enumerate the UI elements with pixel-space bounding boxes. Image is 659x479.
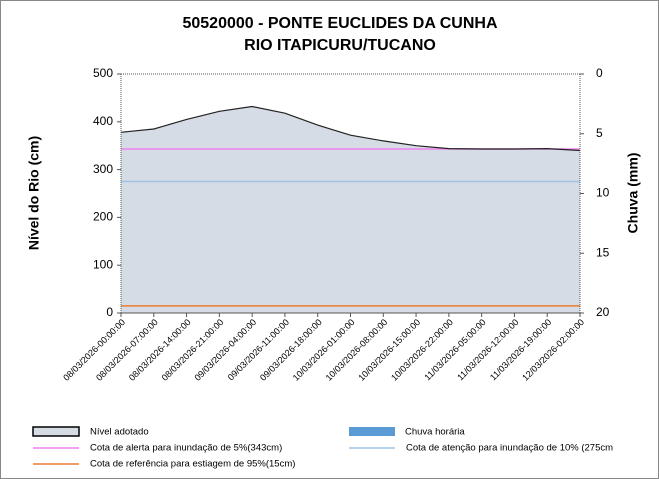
legend-swatch xyxy=(349,427,395,436)
chart-title: 50520000 - PONTE EUCLIDES DA CUNHA xyxy=(182,15,497,32)
y-tick-label: 200 xyxy=(93,210,113,224)
y-tick-label: 100 xyxy=(93,257,113,271)
y2-tick-label: 0 xyxy=(596,66,603,80)
y-tick-label: 400 xyxy=(93,114,113,128)
y-tick-label: 0 xyxy=(106,305,113,319)
y2-axis-label: Chuva (mm) xyxy=(625,153,641,234)
legend-label: Cota de referência para estiagem de 95%(… xyxy=(90,459,295,470)
chart-subtitle: RIO ITAPICURU/TUCANO xyxy=(244,37,436,54)
y2-tick-label: 5 xyxy=(596,126,603,140)
legend-label: Cota de alerta para inundação de 5%(343c… xyxy=(90,443,282,454)
legend-swatch xyxy=(32,426,80,437)
legend-label: Nível adotado xyxy=(90,427,149,438)
y2-tick-label: 10 xyxy=(596,186,610,200)
area-line xyxy=(120,105,581,152)
y-tick-label: 300 xyxy=(93,162,113,176)
legend-label: Cota de atenção para inundação de 10% (2… xyxy=(406,443,613,454)
legend-label: Chuva horária xyxy=(405,427,465,438)
y2-tick-label: 15 xyxy=(596,245,610,259)
y-axis-label: Nível do Rio (cm) xyxy=(26,136,42,250)
area-fill xyxy=(121,106,580,313)
y2-tick-label: 20 xyxy=(596,305,610,319)
y-tick-label: 500 xyxy=(93,66,113,80)
